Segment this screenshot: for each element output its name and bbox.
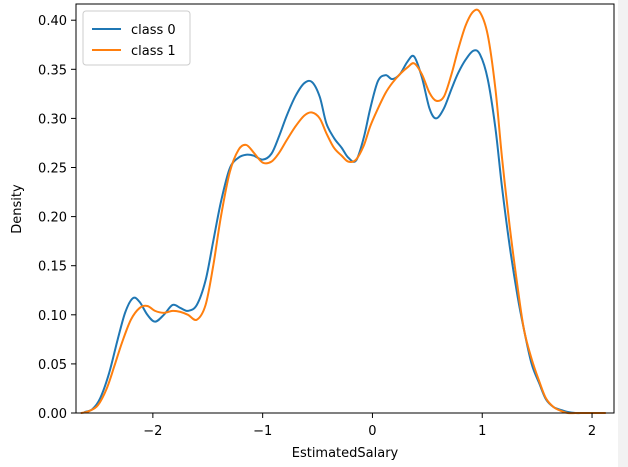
y-tick-label: 0.05: [38, 358, 67, 373]
y-tick-label: 0.00: [38, 407, 67, 422]
y-tick-label: 0.40: [38, 14, 67, 29]
y-tick-label: 0.10: [38, 309, 67, 324]
y-tick-label: 0.20: [38, 211, 67, 226]
legend-box: [82, 10, 191, 66]
x-tick-label: 1: [478, 424, 486, 439]
x-tick-label: −2: [143, 424, 162, 439]
y-axis-label: Density: [10, 184, 25, 234]
x-axis-label: EstimatedSalary: [292, 446, 399, 461]
legend-label-class-0: class 0: [131, 23, 176, 38]
y-tick-label: 0.25: [38, 162, 67, 177]
series-line-class-0: [83, 49, 599, 415]
window-edge-strip: [618, 0, 628, 467]
x-tick-label: −1: [253, 424, 272, 439]
plot-area: [80, 8, 607, 415]
y-axis: 0.00 0.05 0.10 0.15 0.20 0.25 0.30 0.35 0.40: [38, 14, 76, 422]
series-line-class-1: [80, 8, 607, 415]
y-tick-label: 0.15: [38, 260, 67, 275]
x-axis: −2 −1 0 1 2: [143, 413, 596, 439]
axes-frame: [75, 3, 615, 414]
x-tick-label: 0: [368, 424, 376, 439]
legend-label-class-1: class 1: [131, 44, 176, 59]
legend: class 0 class 1: [82, 10, 191, 66]
y-tick-label: 0.30: [38, 112, 67, 127]
y-tick-label: 0.35: [38, 63, 67, 78]
x-tick-label: 2: [588, 424, 596, 439]
